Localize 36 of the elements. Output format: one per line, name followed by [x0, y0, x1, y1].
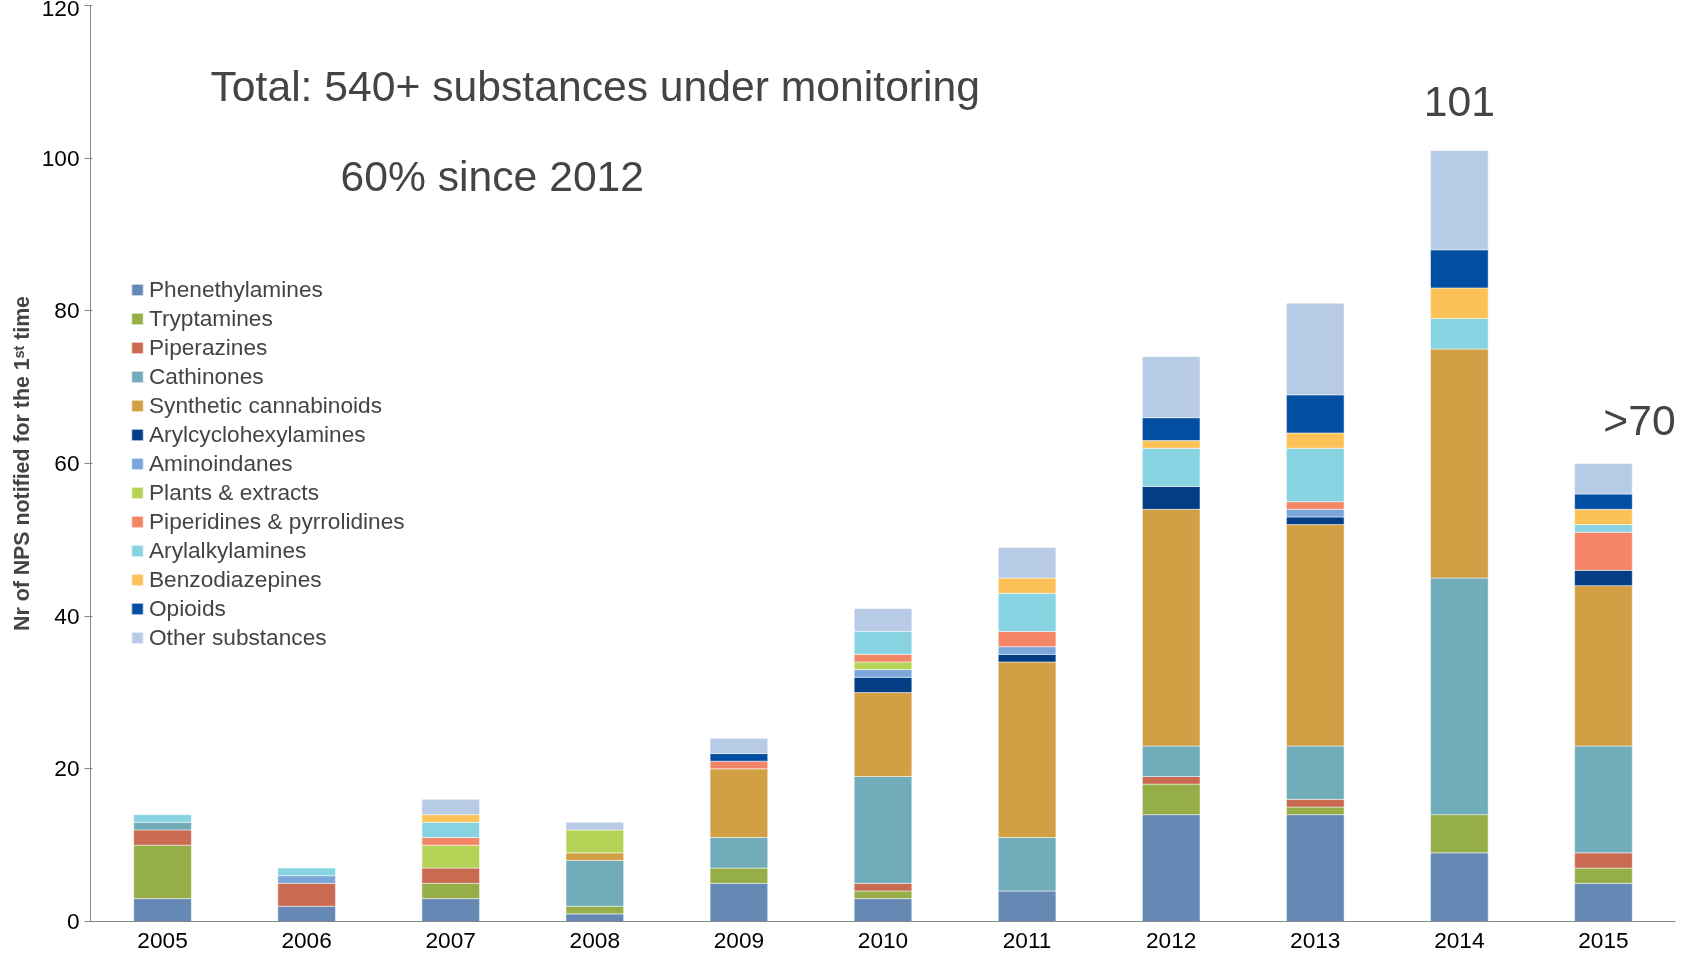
- x-tick-label: 2010: [857, 926, 909, 953]
- legend-label: Synthetic cannabinoids: [149, 391, 383, 419]
- legend-label: Plants & extracts: [149, 478, 319, 506]
- legend-label: Tryptamines: [149, 304, 273, 332]
- annotation: 60% since 2012: [340, 151, 645, 200]
- y-tick-label: 80: [54, 297, 80, 324]
- x-tick-label: 2015: [1578, 926, 1629, 953]
- y-tick-label: 100: [41, 144, 80, 171]
- y-axis-title: Nr of NPS notified for the 1ˢᵗ time: [9, 295, 34, 631]
- y-tick-label: 60: [54, 450, 80, 476]
- x-tick-label: 2006: [281, 926, 332, 953]
- x-tick-label: 2005: [137, 926, 188, 953]
- x-tick-label: 2009: [713, 926, 765, 953]
- legend-label: Piperazines: [149, 333, 268, 361]
- x-tick-label: 2011: [1002, 926, 1052, 953]
- x-tick-label: 2014: [1434, 926, 1485, 953]
- legend-label: Other substances: [149, 623, 327, 651]
- x-tick-label: 2012: [1145, 926, 1197, 953]
- annotation: >70: [1603, 395, 1676, 444]
- x-tick-label: 2013: [1290, 926, 1341, 953]
- legend-label: Arylcyclohexylamines: [149, 420, 366, 448]
- legend-label: Benzodiazepines: [149, 565, 322, 593]
- legend-label: Piperidines & pyrrolidines: [149, 507, 405, 535]
- legend-label: Aminoindanes: [149, 449, 293, 477]
- y-tick-label: 0: [66, 908, 80, 934]
- annotation: 101: [1423, 76, 1495, 125]
- legend-label: Opioids: [149, 594, 226, 622]
- x-tick-label: 2007: [425, 926, 476, 953]
- legend-label: Phenethylamines: [149, 275, 323, 303]
- y-tick-label: 40: [54, 602, 80, 629]
- legend-label: Cathinones: [149, 362, 264, 390]
- x-tick-label: 2008: [569, 926, 621, 953]
- legend-label: Arylalkylamines: [149, 536, 307, 564]
- y-tick-label: 20: [54, 755, 80, 782]
- annotation: Total: 540+ substances under monitoring: [210, 61, 980, 110]
- y-tick-label: 120: [41, 0, 80, 21]
